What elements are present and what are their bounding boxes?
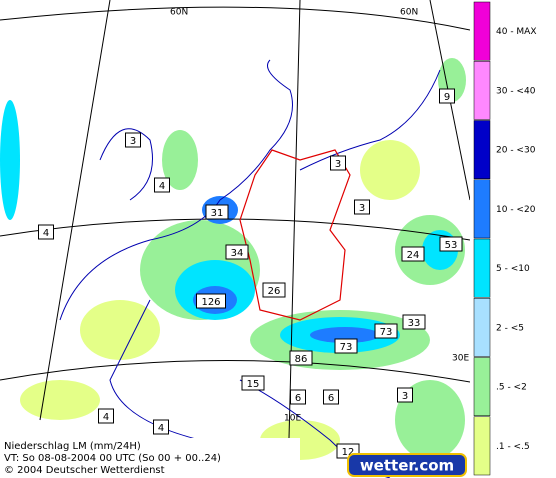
station-value: 73 — [380, 327, 393, 338]
legend-swatch — [473, 120, 491, 179]
station-box — [225, 244, 249, 260]
station-box — [262, 282, 286, 298]
station-value: 3 — [402, 391, 408, 402]
station-box — [289, 350, 313, 366]
station-box — [154, 177, 170, 193]
station-box — [334, 338, 358, 354]
station-value: 3 — [130, 136, 136, 147]
legend-swatch — [473, 1, 491, 61]
station-value: 24 — [407, 250, 420, 261]
legend-label: 40 - MAX — [496, 27, 537, 37]
station-box — [98, 408, 114, 424]
station-value: 86 — [295, 354, 308, 365]
station-value: 6 — [295, 393, 301, 404]
station-box — [401, 246, 425, 262]
station-box — [439, 88, 455, 104]
station-value: 9 — [444, 92, 450, 103]
station-value: 3 — [335, 159, 341, 170]
legend-swatch — [473, 179, 491, 239]
legend-label: 20 - <30 — [496, 146, 536, 156]
legend-swatch — [473, 238, 491, 298]
station-box — [205, 204, 229, 220]
station-value: 15 — [247, 379, 260, 390]
station-box — [290, 389, 306, 405]
station-box — [153, 419, 169, 435]
logo: wetter.com — [360, 457, 454, 475]
legend-swatch — [473, 357, 491, 416]
legend-label: 30 - <40 — [496, 86, 536, 96]
station-box — [354, 199, 370, 215]
station-box — [402, 314, 426, 330]
station-value: 34 — [231, 248, 244, 259]
station-value: 4 — [158, 423, 164, 434]
station-value: 12 — [342, 447, 355, 458]
footer-title: Niederschlag LM (mm/24H) — [4, 441, 141, 452]
grid-label: 30E — [452, 354, 469, 364]
station-box — [330, 155, 346, 171]
station-box — [125, 132, 141, 148]
station-value: 4 — [103, 412, 109, 423]
grid-label: 10E — [284, 414, 301, 424]
station-value: 31 — [211, 208, 224, 219]
station-box — [196, 293, 226, 309]
station-box — [439, 236, 463, 252]
legend-label: 5 - <10 — [496, 264, 530, 274]
footer-copyright: © 2004 Deutscher Wetterdienst — [4, 465, 165, 476]
grid-label: 60N — [400, 8, 418, 18]
station-value: 3 — [359, 203, 365, 214]
station-box — [38, 224, 54, 240]
station-value: 33 — [408, 318, 421, 329]
legend-label: .1 - <.5 — [496, 442, 530, 452]
grid-label: 60N — [170, 8, 188, 18]
station-value: 126 — [201, 297, 220, 308]
legend-label: 10 - <20 — [496, 205, 536, 215]
station-value: 4 — [43, 228, 49, 239]
footer-valid-time: VT: So 08-08-2004 00 UTC (So 00 + 00..24… — [4, 453, 221, 464]
germany-border — [239, 149, 351, 321]
station-box — [241, 375, 265, 391]
legend-swatch — [473, 61, 491, 120]
station-box — [397, 387, 413, 403]
graticule — [0, 0, 471, 478]
legend-swatch — [473, 298, 491, 357]
legend-swatch — [473, 416, 491, 476]
station-value: 53 — [445, 240, 458, 251]
station-box — [374, 323, 398, 339]
station-value: 4 — [159, 181, 165, 192]
legend-label: 2 - <5 — [496, 323, 524, 333]
station-value: 73 — [340, 342, 353, 353]
footer-box — [0, 438, 300, 478]
logo-box — [347, 453, 467, 477]
station-value: 26 — [268, 286, 281, 297]
legend-label: .5 - <2 — [496, 383, 527, 393]
station-box — [323, 389, 339, 405]
station-value: 6 — [328, 393, 334, 404]
